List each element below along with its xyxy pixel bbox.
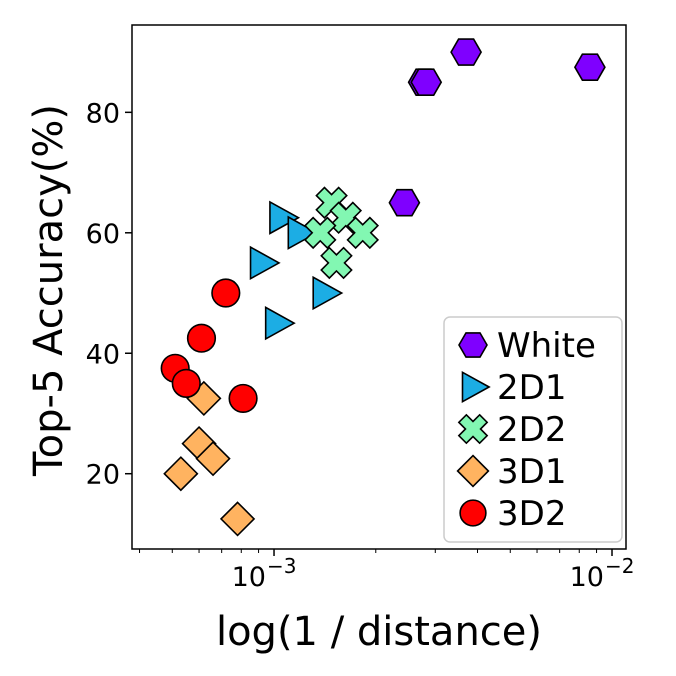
legend-marker-2d2	[457, 413, 489, 445]
legend-label: 2D2	[497, 410, 566, 450]
x-axis-label: log(1 / distance)	[216, 609, 542, 655]
legend-marker-3d1	[456, 454, 490, 488]
legend-label: 2D1	[497, 368, 566, 408]
series-white	[388, 38, 606, 217]
y-tick-label: 60	[86, 219, 120, 250]
legend-label: 3D1	[497, 452, 566, 492]
y-tick-label: 80	[86, 98, 120, 129]
x-tick-label: 10−2	[570, 554, 635, 593]
legend-label: 3D2	[497, 494, 566, 534]
point-white	[388, 188, 421, 217]
point-2d1	[287, 215, 319, 250]
legend-marker-2d1	[461, 370, 491, 404]
point-2d2	[303, 216, 337, 250]
y-tick-label: 40	[86, 339, 120, 370]
series-3d1	[163, 380, 256, 537]
axes: 20 40 60 80 10−3 10−2	[86, 24, 635, 593]
point-2d2	[346, 216, 380, 250]
data-points	[160, 38, 606, 537]
point-white	[450, 38, 483, 66]
point-2d1	[312, 275, 344, 311]
legend-box	[443, 316, 623, 543]
point-2d1	[264, 306, 296, 341]
y-axis-label: Top-5 Accuracy(%)	[26, 104, 72, 477]
point-3d1	[219, 501, 256, 537]
series-2d2	[303, 186, 380, 280]
series-3d2	[160, 278, 258, 414]
point-2d1	[249, 245, 281, 281]
plot-frame	[131, 24, 627, 550]
point-3d1	[163, 456, 199, 492]
y-tick-label: 20	[86, 460, 120, 491]
point-white	[410, 68, 443, 96]
point-white	[573, 53, 606, 81]
series-2d1	[249, 200, 344, 341]
x-tick-label: 10−3	[232, 554, 297, 593]
point-3d2	[186, 323, 217, 353]
point-3d2	[228, 383, 258, 414]
point-3d2	[211, 278, 241, 308]
point-3d2	[171, 368, 201, 398]
legend-marker-white	[458, 332, 488, 358]
point-3d1	[195, 441, 231, 477]
point-2d2	[320, 246, 353, 280]
legend-label: White	[497, 326, 596, 366]
legend-marker-3d2	[459, 499, 487, 527]
point-2d1	[269, 200, 301, 235]
